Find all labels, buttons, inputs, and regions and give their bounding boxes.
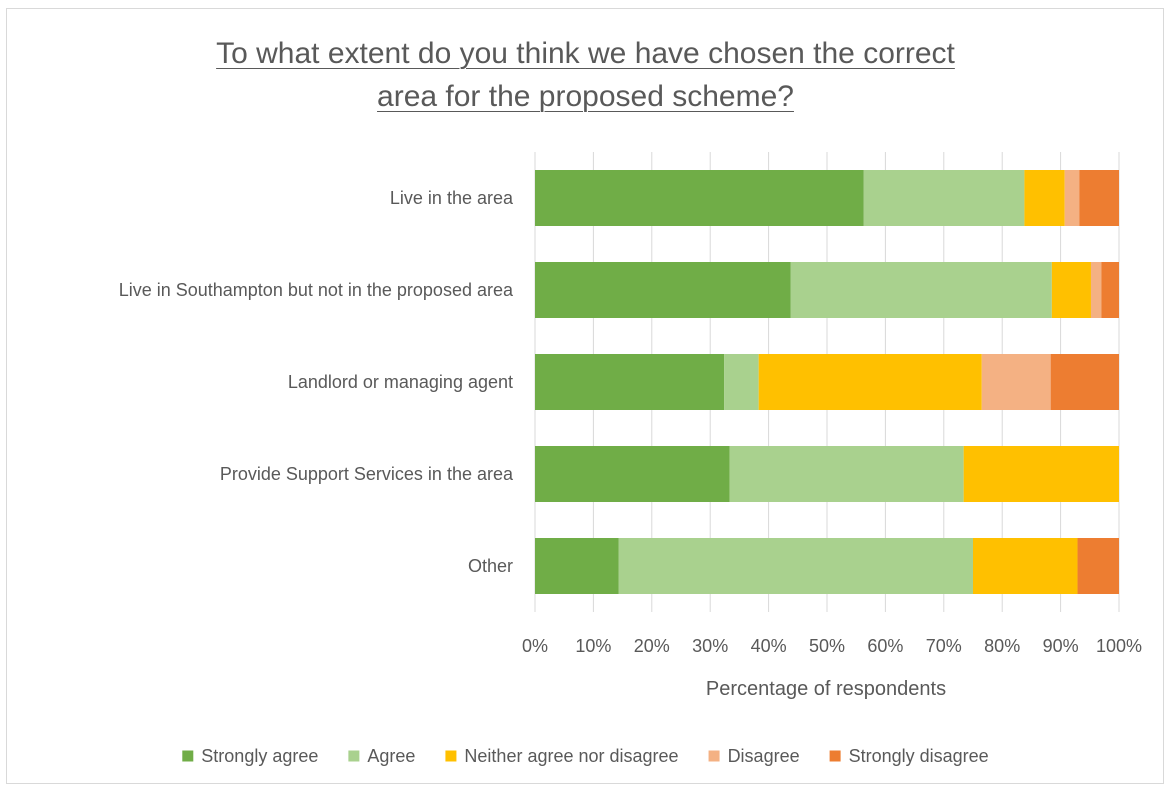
bar-strongly-agree-1 [535,262,791,318]
chart-title-line-1: To what extent do you think we have chos… [216,37,955,70]
legend-label-disagree: Disagree [728,746,800,766]
chart-title: To what extent do you think we have chos… [0,32,1171,118]
bar-neither-agree-nor-disagree-3 [963,446,1119,502]
bar-strongly-agree-2 [535,354,725,410]
legend-swatch-strongly-disagree [829,750,841,762]
bar-agree-2 [724,354,759,410]
legend-swatch-strongly-agree [182,750,194,762]
x-tick-label-4: 40% [751,636,787,656]
x-tick-label-6: 60% [867,636,903,656]
bar-neither-agree-nor-disagree-0 [1024,170,1065,226]
bar-strongly-disagree-0 [1079,170,1119,226]
x-tick-label-3: 30% [692,636,728,656]
bar-disagree-0 [1064,170,1080,226]
bar-strongly-disagree-2 [1050,354,1119,410]
bar-strongly-agree-0 [535,170,864,226]
category-label-2: Landlord or managing agent [288,372,513,392]
legend-swatch-agree [348,750,360,762]
bar-strongly-agree-4 [535,538,619,594]
x-tick-label-10: 100% [1096,636,1142,656]
x-tick-label-1: 10% [575,636,611,656]
bar-strongly-disagree-1 [1101,262,1119,318]
bar-neither-agree-nor-disagree-1 [1051,262,1091,318]
bar-agree-3 [729,446,964,502]
category-label-1: Live in Southampton but not in the propo… [119,280,514,300]
category-label-0: Live in the area [390,188,514,208]
bar-strongly-disagree-4 [1077,538,1119,594]
bar-agree-1 [790,262,1052,318]
bar-disagree-1 [1090,262,1102,318]
category-label-4: Other [468,556,513,576]
chart-title-line-2: area for the proposed scheme? [377,80,794,113]
legend-label-strongly-agree: Strongly agree [201,746,318,766]
bar-strongly-agree-3 [535,446,730,502]
x-tick-label-8: 80% [984,636,1020,656]
legend-label-agree: Agree [367,746,415,766]
legend: Strongly agree Agree Neither agree nor dis… [182,746,989,766]
legend-label-neither-agree-nor-disagree: Neither agree nor disagree [464,746,678,766]
category-labels: Live in the area Live in Southampton but … [119,188,514,576]
bar-neither-agree-nor-disagree-4 [973,538,1078,594]
category-label-3: Provide Support Services in the area [220,464,514,484]
bars [535,170,1119,594]
legend-swatch-disagree [708,750,720,762]
x-tick-label-7: 70% [926,636,962,656]
x-tick-label-2: 20% [634,636,670,656]
bar-disagree-2 [981,354,1051,410]
x-axis-title: Percentage of respondents [706,678,946,700]
x-tick-label-0: 0% [522,636,548,656]
bar-agree-0 [863,170,1025,226]
legend-swatch-neither-agree-nor-disagree [445,750,457,762]
bar-neither-agree-nor-disagree-2 [758,354,982,410]
bar-agree-4 [618,538,973,594]
x-tick-label-5: 50% [809,636,845,656]
x-tick-label-9: 90% [1043,636,1079,656]
x-tick-labels: 0% 10% 20% 30% 40% 50% 60% 70% 80% 90% 100% [522,636,1142,656]
legend-label-strongly-disagree: Strongly disagree [849,746,989,766]
